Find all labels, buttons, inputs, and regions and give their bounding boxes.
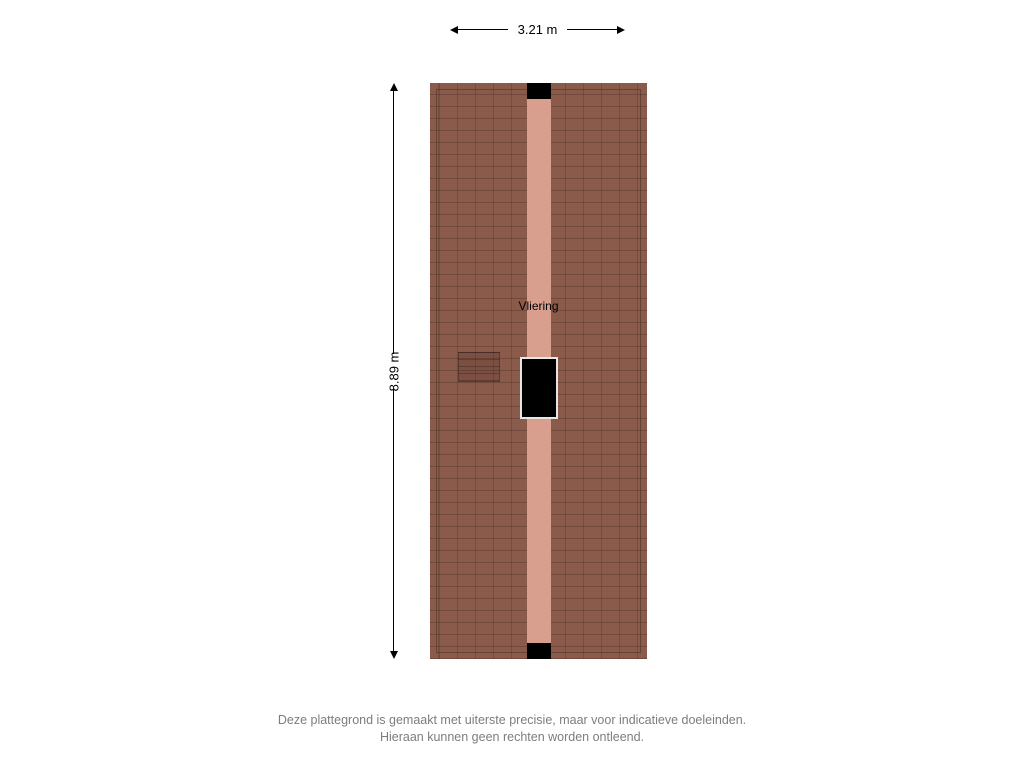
roof-hatch: [520, 357, 558, 419]
arrow-up-icon: [390, 83, 398, 91]
arrow-left-icon: [450, 26, 458, 34]
room-label: Vliering: [518, 299, 558, 313]
ridge-cap-top: [527, 83, 551, 99]
ridge-cap-bottom: [527, 643, 551, 659]
disclaimer-line-2: Hieraan kunnen geen rechten worden ontle…: [0, 729, 1024, 746]
roof-plan: Vliering: [430, 83, 647, 659]
disclaimer: Deze plattegrond is gemaakt met uiterste…: [0, 712, 1024, 746]
dimension-height-label: 8.89 m: [376, 351, 411, 391]
dimension-height: 8.89 m: [374, 83, 414, 659]
dimension-width-label: 3.21 m: [508, 22, 568, 37]
arrow-right-icon: [617, 26, 625, 34]
floorplan-canvas: 3.21 m 8.89 m Vliering Deze plattegrond …: [0, 0, 1024, 768]
dimension-width: 3.21 m: [450, 22, 625, 37]
skylight: [458, 352, 500, 382]
disclaimer-line-1: Deze plattegrond is gemaakt met uiterste…: [0, 712, 1024, 729]
arrow-down-icon: [390, 651, 398, 659]
